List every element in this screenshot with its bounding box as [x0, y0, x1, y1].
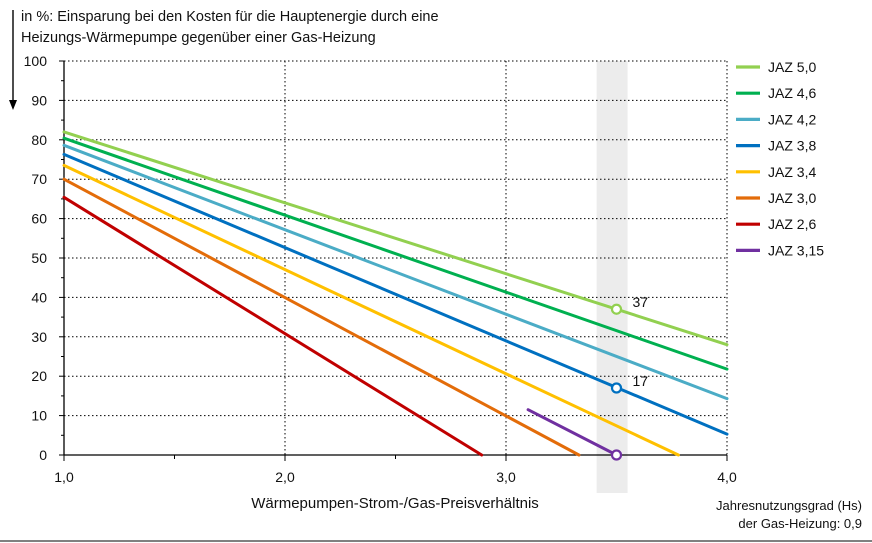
x-tick-label: 3,0 [496, 469, 516, 485]
y-arrow-head [9, 100, 17, 110]
x-tick-label: 1,0 [54, 469, 74, 485]
series-line-1 [62, 136, 729, 371]
note-line: Jahresnutzungsgrad (Hs) [716, 498, 862, 513]
highlight-band [596, 61, 628, 493]
legend-label-2: JAZ 4,2 [768, 111, 816, 127]
legend-label-4: JAZ 3,4 [768, 164, 816, 180]
y-tick-label: 30 [31, 329, 47, 345]
legend-label-1: JAZ 4,6 [768, 85, 816, 101]
marker-point-0 [610, 303, 623, 315]
legend-label-7: JAZ 3,15 [768, 242, 824, 258]
y-tick-label: 0 [39, 447, 47, 463]
marker-point-2 [610, 449, 623, 461]
y-tick-label: 80 [31, 132, 47, 148]
legend-label-3: JAZ 3,8 [768, 138, 816, 154]
legend-label-6: JAZ 2,6 [768, 216, 816, 232]
y-tick-label: 20 [31, 368, 47, 384]
chart-title-line: in %: Einsparung bei den Kosten für die … [21, 9, 439, 25]
series-line-7 [526, 408, 618, 457]
legend-label-0: JAZ 5,0 [768, 59, 816, 75]
marker-label-0: 37 [633, 294, 649, 310]
y-tick-label: 90 [31, 92, 47, 108]
y-tick-label: 10 [31, 408, 47, 424]
y-tick-label: 100 [24, 53, 48, 69]
legend-label-5: JAZ 3,0 [768, 190, 816, 206]
chart-title-line: Heizungs-Wärmepumpe gegenüber einer Gas-… [21, 30, 376, 46]
y-tick-label: 40 [31, 289, 47, 305]
series-line-6 [62, 195, 484, 457]
marker-label-1: 17 [633, 373, 649, 389]
note-line: der Gas-Heizung: 0,9 [738, 516, 862, 531]
y-tick-label: 60 [31, 211, 47, 227]
x-tick-label: 4,0 [717, 469, 737, 485]
series-line-4 [62, 163, 680, 457]
y-tick-label: 50 [31, 250, 47, 266]
series-line-5 [62, 177, 581, 457]
x-tick-label: 2,0 [275, 469, 295, 485]
y-tick-label: 70 [31, 171, 47, 187]
series-line-2 [62, 143, 729, 401]
marker-point-1 [610, 382, 623, 394]
x-axis-label: Wärmepumpen-Strom-/Gas-Preisverhältnis [251, 495, 539, 512]
